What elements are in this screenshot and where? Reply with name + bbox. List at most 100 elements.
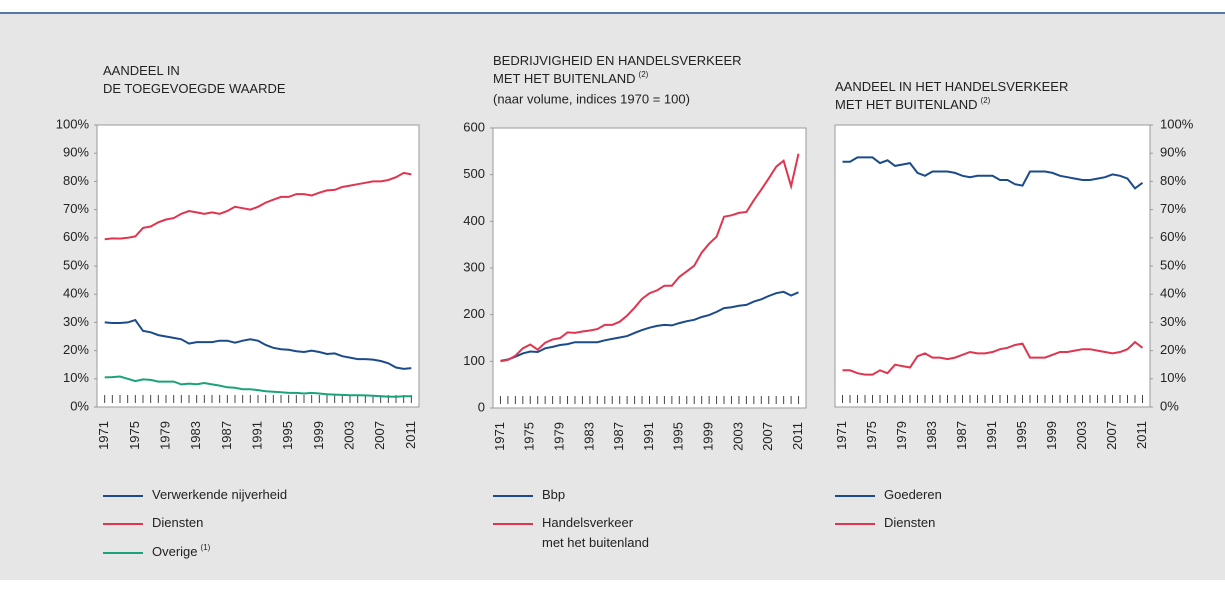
title-line: AANDEEL IN [103, 63, 180, 78]
title-line: AANDEEL IN HET HANDELSVERKEER [835, 79, 1068, 94]
legend-text: Diensten [884, 515, 935, 530]
y-tick-label: 50% [63, 257, 89, 272]
y-tick-label: 200 [463, 306, 485, 321]
x-tick-label: 1991 [249, 421, 264, 450]
legend-label: Overige (1) [152, 543, 211, 559]
y-tick-label: 80% [1160, 173, 1186, 188]
chart-title: AANDEEL IN [103, 63, 180, 78]
series-line [500, 290, 799, 362]
y-tick-label: 70% [63, 201, 89, 216]
x-tick-label: 1983 [924, 421, 939, 450]
x-tick-label: 1999 [311, 421, 326, 450]
x-tick-label: 1975 [864, 421, 879, 450]
y-tick-label: 0% [70, 398, 89, 413]
x-tick-label: 1975 [127, 421, 142, 450]
legend-text: Bbp [542, 487, 565, 502]
x-tick-label: 2007 [1104, 421, 1119, 450]
x-tick-label: 1995 [1014, 421, 1029, 450]
x-tick-label: 1995 [280, 421, 295, 450]
y-tick-label: 0% [1160, 398, 1179, 413]
x-tick-label: 1987 [219, 421, 234, 450]
superscript: (1) [201, 543, 211, 552]
y-tick-label: 30% [1160, 314, 1186, 329]
y-tick-label: 600 [463, 119, 485, 134]
y-tick-label: 400 [463, 213, 485, 228]
x-tick-label: 1999 [701, 422, 716, 451]
x-tick-label: 2003 [1074, 421, 1089, 450]
legend-label: Bbp [542, 487, 565, 502]
y-tick-label: 20% [1160, 342, 1186, 357]
series-line [500, 153, 800, 363]
y-tick-label: 10% [1160, 370, 1186, 385]
x-tick-label: 2007 [372, 421, 387, 450]
x-tick-label: 1979 [552, 422, 567, 451]
x-tick-label: 1975 [522, 422, 537, 451]
title-line: MET HET BUITENLAND [493, 71, 636, 86]
legend-text: Goederen [884, 487, 942, 502]
x-tick-label: 1979 [157, 421, 172, 450]
x-tick-label: 1983 [188, 421, 203, 450]
legend-text: met het buitenland [542, 535, 649, 550]
legend-text: Verwerkende nijverheid [152, 487, 287, 502]
x-tick-label: 2007 [760, 422, 775, 451]
y-tick-label: 80% [63, 173, 89, 188]
legend-label: Handelsverkeer [542, 515, 634, 530]
chart-title: DE TOEGEVOEGDE WAARDE [103, 81, 286, 96]
legend-label: Diensten [884, 515, 935, 530]
y-tick-label: 90% [1160, 145, 1186, 160]
series-line [104, 318, 412, 370]
x-tick-label: 2011 [1134, 421, 1149, 449]
series-line [104, 171, 412, 241]
chart-title: BEDRIJVIGHEID EN HANDELSVERKEER [493, 53, 742, 68]
x-tick-label: 1995 [671, 422, 686, 451]
x-tick-label: 2003 [730, 422, 745, 451]
y-tick-label: 70% [1160, 201, 1186, 216]
legend-text: Overige [152, 544, 198, 559]
y-tick-label: 500 [463, 166, 485, 181]
x-tick-label: 1971 [834, 421, 849, 450]
y-tick-label: 300 [463, 259, 485, 274]
superscript: (2) [981, 96, 991, 105]
y-tick-label: 40% [63, 286, 89, 301]
legend-label: Verwerkende nijverheid [152, 487, 287, 502]
plot-area [492, 127, 807, 409]
chart-subtitle: (naar volume, indices 1970 = 100) [493, 91, 690, 106]
chart-title: AANDEEL IN HET HANDELSVERKEER [835, 79, 1068, 94]
title-line: BEDRIJVIGHEID EN HANDELSVERKEER [493, 53, 742, 68]
plot-area [96, 124, 420, 408]
chart-title: MET HET BUITENLAND (2) [835, 96, 991, 112]
title-line: MET HET BUITENLAND [835, 97, 978, 112]
y-tick-label: 0 [478, 399, 485, 414]
y-tick-label: 60% [1160, 229, 1186, 244]
chart-title: MET HET BUITENLAND (2) [493, 70, 649, 86]
series-line [842, 156, 1144, 190]
legend-text: Diensten [152, 515, 203, 530]
y-tick-label: 20% [63, 342, 89, 357]
x-tick-label: 1979 [894, 421, 909, 450]
y-tick-label: 50% [1160, 257, 1186, 272]
legend-label: met het buitenland [542, 535, 649, 550]
x-tick-label: 1987 [611, 422, 626, 451]
series-line [104, 375, 412, 398]
x-tick-label: 1991 [641, 422, 656, 451]
x-tick-label: 1987 [954, 421, 969, 450]
legend-text: Handelsverkeer [542, 515, 634, 530]
legend-label: Diensten [152, 515, 203, 530]
x-tick-label: 1983 [581, 422, 596, 451]
superscript: (2) [639, 70, 649, 79]
x-tick-label: 1991 [984, 421, 999, 450]
y-tick-label: 30% [63, 314, 89, 329]
series-line [842, 340, 1144, 376]
x-tick-label: 1971 [492, 422, 507, 451]
x-tick-label: 1971 [96, 421, 111, 450]
y-tick-label: 40% [1160, 286, 1186, 301]
x-tick-label: 2003 [341, 421, 356, 450]
y-tick-label: 90% [63, 145, 89, 160]
x-tick-label: 1999 [1044, 421, 1059, 450]
x-tick-label: 2011 [790, 422, 805, 450]
y-tick-label: 10% [63, 370, 89, 385]
title-line: DE TOEGEVOEGDE WAARDE [103, 81, 286, 96]
legend-label: Goederen [884, 487, 942, 502]
plot-area [834, 124, 1151, 408]
